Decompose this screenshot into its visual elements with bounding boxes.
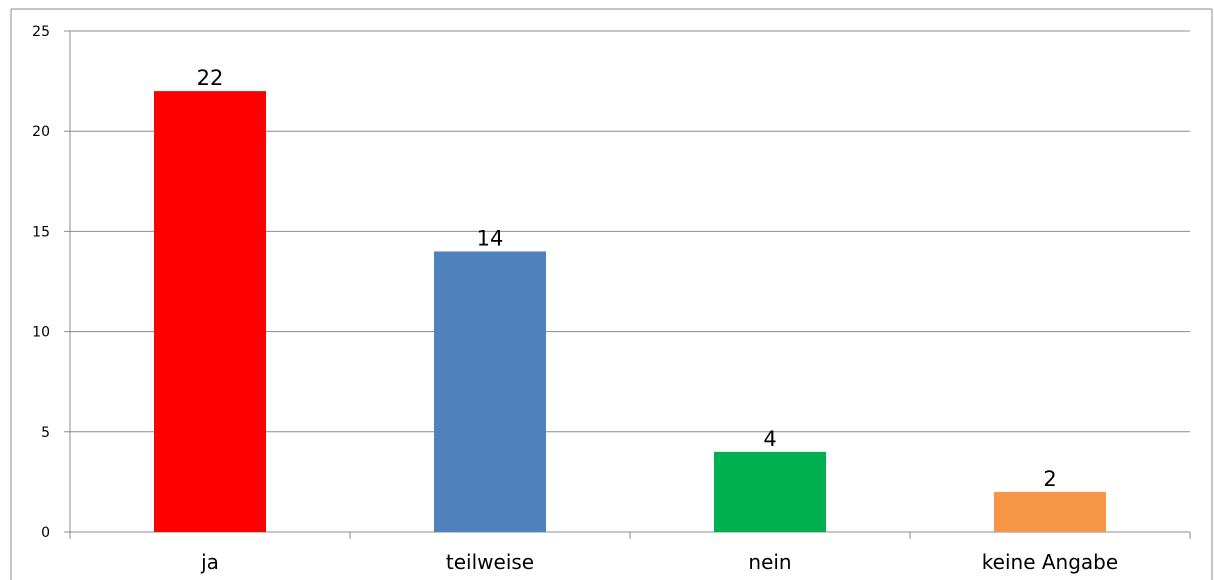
data-label: 22	[197, 66, 224, 90]
y-tick-label: 0	[41, 525, 50, 541]
bar-nein	[714, 451, 826, 532]
bar-ja	[154, 91, 266, 533]
bar-keine-angabe	[994, 491, 1106, 532]
y-tick-label: 15	[32, 224, 50, 240]
data-label: 2	[1043, 467, 1056, 491]
y-tick-label: 10	[32, 325, 50, 341]
x-category-label: ja	[200, 550, 219, 574]
y-tick-label: 20	[32, 124, 50, 140]
x-category-label: keine Angabe	[982, 550, 1118, 574]
bar-teilweise	[434, 251, 546, 532]
x-category-label: nein	[748, 550, 791, 574]
data-label: 4	[763, 427, 776, 451]
y-tick-label: 5	[41, 425, 50, 441]
y-tick-label: 25	[32, 24, 50, 40]
x-category-label: teilweise	[446, 550, 534, 574]
data-label: 14	[477, 226, 504, 250]
